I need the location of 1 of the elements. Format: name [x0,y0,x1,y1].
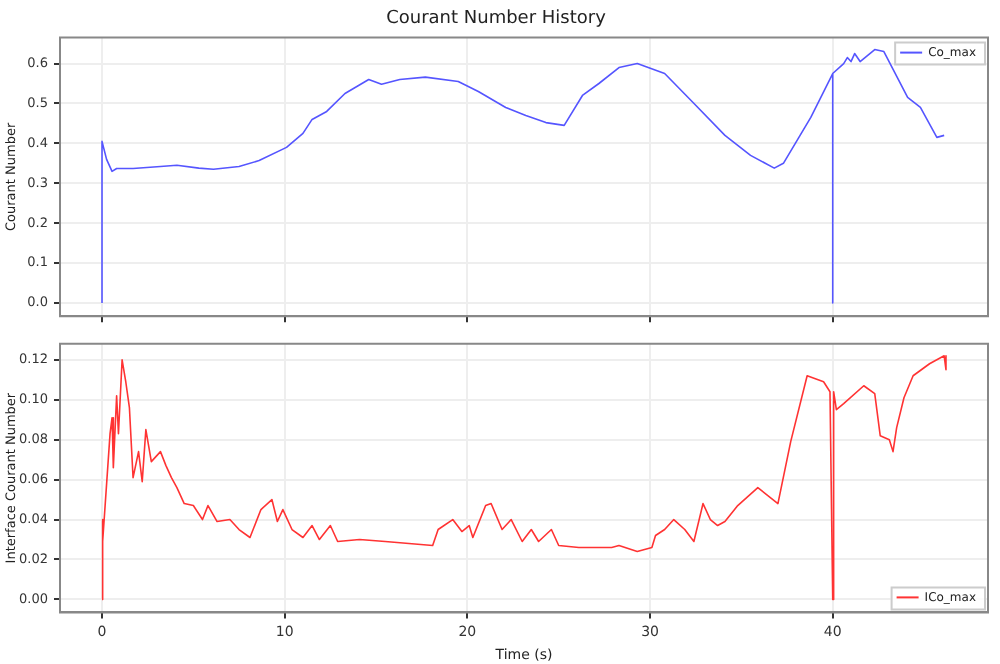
chart-title: Courant Number History [386,9,608,30]
